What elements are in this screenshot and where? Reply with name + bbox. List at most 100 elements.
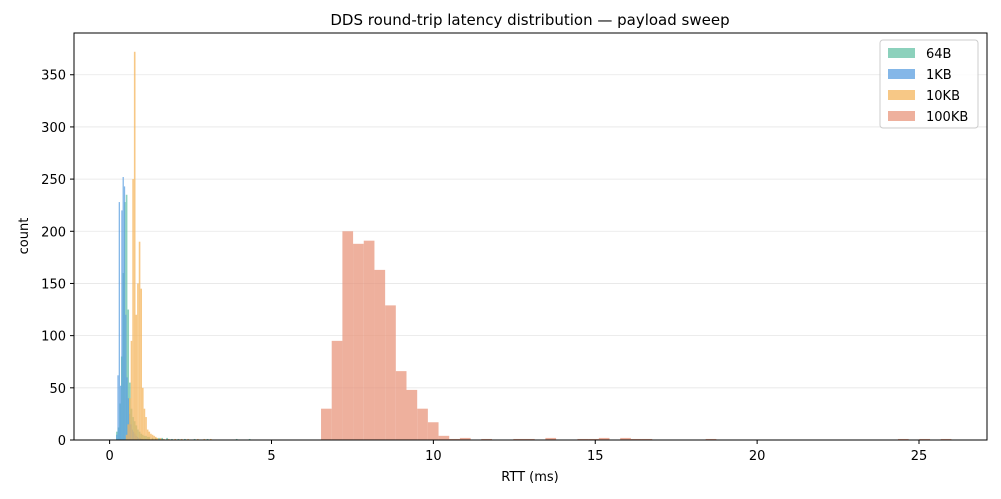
bar-100kb: [459, 437, 471, 440]
bar-100kb: [385, 305, 396, 440]
bar-64b: [177, 438, 180, 440]
bar-10kb: [146, 429, 149, 440]
bar-10kb: [159, 437, 162, 440]
bar-100kb: [342, 231, 354, 440]
bar-10kb: [153, 435, 155, 440]
bar-100kb: [427, 422, 439, 440]
legend-swatch-1kb: [888, 69, 915, 79]
bar-10kb: [197, 438, 199, 440]
bar-100kb: [577, 438, 589, 440]
bar-100kb: [588, 438, 599, 440]
legend-swatch-100kb: [888, 111, 915, 121]
bar-100kb: [481, 438, 492, 440]
bar-1kb: [126, 377, 128, 440]
bar-10kb: [125, 434, 128, 440]
bar-1kb: [125, 314, 127, 440]
bar-64b: [235, 438, 238, 440]
bar-1kb: [118, 202, 120, 440]
bar-100kb: [438, 435, 450, 440]
bar-10kb: [187, 438, 189, 440]
bar-64b: [125, 194, 128, 440]
y-tick-label: 350: [41, 69, 66, 84]
bar-1kb: [127, 398, 130, 440]
legend-label-64b: 64B: [926, 47, 951, 62]
bar-1kb: [122, 177, 124, 440]
bar-64b: [127, 309, 130, 440]
bar-10kb: [145, 417, 147, 440]
bar-64b: [158, 437, 160, 440]
bar-1kb: [116, 434, 118, 440]
bar-10kb: [154, 436, 157, 440]
bar-100kb: [331, 340, 343, 440]
x-tick-label: 10: [425, 449, 442, 464]
bar-10kb: [163, 438, 165, 440]
bar-10kb: [156, 437, 159, 440]
bar-10kb: [148, 431, 151, 440]
y-tick-label: 200: [41, 225, 66, 240]
y-tick-label: 250: [41, 173, 66, 188]
bar-100kb: [641, 438, 653, 440]
bar-1kb: [117, 375, 119, 440]
bar-10kb: [130, 340, 133, 440]
bar-1kb: [119, 385, 122, 440]
bar-100kb: [545, 437, 557, 440]
bar-64b: [206, 438, 209, 440]
chart-title: DDS round-trip latency distribution — pa…: [330, 11, 729, 29]
legend-swatch-64b: [888, 48, 915, 58]
bar-10kb: [209, 438, 212, 440]
x-tick-label: 20: [749, 449, 766, 464]
bar-10kb: [150, 433, 152, 440]
bar-10kb: [141, 387, 144, 440]
legend: 64B 1KB 10KB 100KB: [879, 39, 979, 129]
bar-1kb: [121, 210, 123, 440]
bar-100kb: [919, 438, 931, 440]
bar-100kb: [513, 438, 525, 440]
y-tick-label: 0: [58, 434, 66, 449]
histogram-bars: [116, 51, 952, 441]
grid-lines: [74, 74, 987, 389]
bar-10kb: [129, 398, 131, 440]
bar-10kb: [143, 408, 146, 440]
bar-100kb: [395, 371, 407, 440]
bar-10kb: [151, 434, 154, 440]
x-axis-label: RTT (ms): [501, 470, 558, 485]
bar-100kb: [417, 408, 428, 440]
bar-10kb: [133, 51, 136, 441]
bar-1kb: [123, 186, 126, 440]
bar-100kb: [630, 438, 642, 440]
y-tick-label: 100: [41, 330, 66, 345]
plot-frame: [73, 32, 988, 441]
bar-100kb: [705, 438, 717, 440]
y-axis-label: count: [17, 218, 32, 255]
bar-10kb: [127, 424, 130, 440]
bar-10kb: [138, 241, 141, 440]
legend-swatch-10kb: [888, 90, 915, 100]
bar-100kb: [524, 438, 535, 440]
bar-10kb: [174, 438, 176, 440]
legend-label-100kb: 100KB: [926, 110, 968, 125]
legend-box: [879, 39, 979, 129]
bar-100kb: [363, 240, 375, 440]
x-tick-label: 0: [105, 449, 113, 464]
bar-64b: [248, 438, 251, 440]
bar-100kb: [353, 243, 364, 440]
bar-10kb: [167, 438, 170, 440]
bar-100kb: [598, 437, 610, 440]
bar-10kb: [132, 179, 134, 440]
bar-100kb: [321, 408, 332, 440]
x-tick-label: 5: [267, 449, 275, 464]
bar-10kb: [137, 283, 139, 440]
bar-10kb: [203, 438, 206, 440]
bar-100kb: [374, 269, 386, 440]
bar-64b: [161, 437, 164, 440]
bar-10kb: [140, 288, 142, 440]
bar-64b: [184, 438, 186, 440]
y-tick-label: 50: [49, 382, 66, 397]
bar-100kb: [406, 389, 418, 440]
legend-label-1kb: 1KB: [926, 68, 952, 83]
bar-100kb: [620, 437, 631, 440]
bar-64b: [171, 438, 173, 440]
bar-64b: [166, 437, 168, 440]
